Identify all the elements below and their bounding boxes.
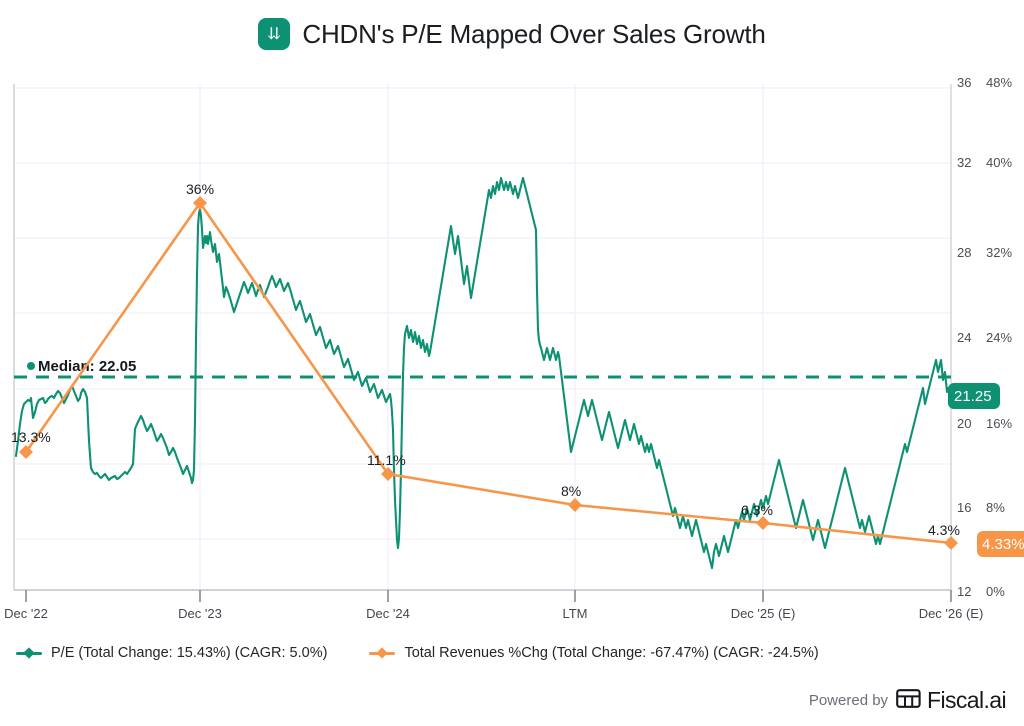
revenue-label-2: 11.1% [367, 452, 406, 468]
xtick-label-0: Dec '22 [4, 606, 48, 621]
xtick-label-3: LTM [562, 606, 587, 621]
pe-series-line [14, 176, 953, 570]
fiscal-brand[interactable]: Fiscal.ai [896, 687, 1007, 714]
xtick-label-5: Dec '26 (E) [919, 606, 984, 621]
revenue-label-1: 36% [186, 181, 214, 197]
revenue-current-value-text: 4.33% [982, 536, 1024, 553]
xtick-label-2: Dec '24 [366, 606, 410, 621]
ytick-pe-32: 32 [957, 155, 971, 170]
ytick-growth-16: 16% [986, 416, 1012, 431]
xtick-label-1: Dec '23 [178, 606, 222, 621]
legend-item-pe[interactable]: P/E (Total Change: 15.43%) (CAGR: 5.0%) [16, 645, 327, 661]
pe-current-value-badge[interactable]: 21.25 [948, 383, 1000, 409]
powered-by-text: Powered by [808, 692, 889, 709]
ytick-growth-24: 24% [986, 330, 1012, 345]
median-marker-dot [27, 362, 35, 370]
powered-by-footer: Powered by Fiscal.ai [808, 687, 1007, 714]
chart-header: CHDN's P/E Mapped Over Sales Growth [0, 18, 1024, 50]
pe-current-value-text: 21.25 [954, 388, 992, 405]
ytick-pe-24: 24 [957, 330, 971, 345]
ytick-pe-28: 28 [957, 245, 971, 260]
revenue-label-3: 8% [561, 483, 581, 499]
ytick-pe-12: 12 [957, 584, 971, 599]
fiscal-brand-name: Fiscal.ai [927, 687, 1007, 713]
revenue-label-4: 6.3% [741, 502, 773, 518]
page-title: CHDN's P/E Mapped Over Sales Growth [302, 18, 766, 49]
ytick-growth-48: 48% [986, 75, 1012, 90]
ytick-growth-0: 0% [986, 584, 1005, 599]
fiscal-grid-icon [896, 688, 921, 714]
ytick-pe-36: 36 [957, 75, 971, 90]
revenue-label-5: 4.3% [928, 522, 960, 538]
ytick-growth-8: 8% [986, 500, 1005, 515]
chart-legend: P/E (Total Change: 15.43%) (CAGR: 5.0%) … [16, 645, 819, 661]
legend-item-revenue[interactable]: Total Revenues %Chg (Total Change: -67.4… [369, 645, 819, 661]
ytick-pe-20: 20 [957, 416, 971, 431]
xtick-label-4: Dec '25 (E) [731, 606, 796, 621]
ytick-growth-40: 40% [986, 155, 1012, 170]
revenue-label-0: 13.3% [11, 429, 51, 445]
revenue-current-value-badge[interactable]: 4.33% [977, 531, 1024, 557]
legend-marker-pe-icon [16, 647, 42, 659]
x-tick-marks [25, 590, 952, 602]
ytick-growth-32: 32% [986, 245, 1012, 260]
legend-label-pe: P/E (Total Change: 15.43%) (CAGR: 5.0%) [51, 645, 328, 661]
ytick-pe-16: 16 [957, 500, 971, 515]
legend-label-revenue: Total Revenues %Chg (Total Change: -67.4… [404, 645, 819, 661]
revenue-point-markers [19, 196, 958, 550]
legend-marker-revenue-icon [369, 647, 396, 659]
fiscal-arrows-icon [258, 18, 291, 50]
revenue-series-line [24, 201, 953, 545]
gridlines [14, 87, 951, 540]
